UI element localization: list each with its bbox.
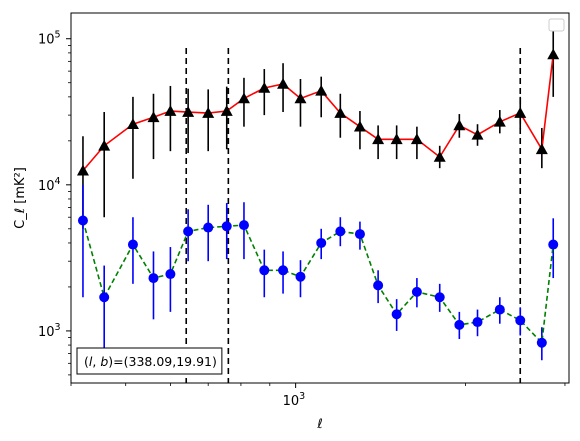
series-0 xyxy=(76,29,560,229)
data-point-circle-20 xyxy=(472,317,483,328)
data-point-circle-6 xyxy=(203,222,214,233)
data-point-triangle-17 xyxy=(410,133,423,145)
annotation-box xyxy=(76,347,223,375)
data-point-circle-4 xyxy=(165,269,176,280)
data-point-circle-24 xyxy=(548,239,559,250)
data-point-triangle-0 xyxy=(76,164,89,176)
series-layer xyxy=(76,29,560,364)
data-point-triangle-13 xyxy=(334,107,347,118)
data-point-circle-21 xyxy=(494,304,505,315)
data-point-circle-7 xyxy=(221,221,232,232)
annotation-text: (l, b)=(338.09,19.91) xyxy=(84,354,217,369)
data-point-triangle-6 xyxy=(202,107,215,118)
data-point-triangle-18 xyxy=(433,151,446,162)
data-point-triangle-15 xyxy=(372,133,385,145)
y-tick-label-2: 105 xyxy=(38,30,61,48)
data-point-circle-5 xyxy=(183,226,194,237)
data-point-circle-0 xyxy=(77,215,88,226)
data-point-triangle-4 xyxy=(164,105,177,116)
data-point-circle-9 xyxy=(259,265,270,276)
y-tick-label-0: 103 xyxy=(38,322,61,340)
data-point-circle-10 xyxy=(278,265,289,276)
data-point-circle-15 xyxy=(373,280,384,291)
data-point-circle-16 xyxy=(391,309,402,320)
data-point-triangle-20 xyxy=(471,128,484,140)
data-point-circle-22 xyxy=(515,315,526,326)
data-point-circle-3 xyxy=(148,273,159,284)
x-axis-label: ℓ xyxy=(316,417,322,432)
data-point-circle-13 xyxy=(335,226,346,237)
data-point-circle-12 xyxy=(316,237,327,248)
data-point-triangle-8 xyxy=(237,92,250,104)
x-tick-label-0: 103 xyxy=(283,391,306,409)
data-point-triangle-7 xyxy=(220,105,233,116)
data-point-circle-11 xyxy=(295,271,306,282)
data-point-triangle-11 xyxy=(294,92,307,104)
data-point-circle-2 xyxy=(127,239,138,250)
vline-layer xyxy=(185,48,522,383)
data-point-triangle-21 xyxy=(493,115,506,127)
data-point-circle-19 xyxy=(454,319,465,330)
data-point-circle-23 xyxy=(536,337,547,348)
data-point-triangle-9 xyxy=(258,81,271,93)
data-point-triangle-2 xyxy=(126,118,139,129)
data-point-triangle-16 xyxy=(390,133,403,145)
data-point-circle-1 xyxy=(99,292,110,303)
data-point-triangle-23 xyxy=(535,143,548,155)
series-1 xyxy=(77,184,559,364)
data-point-triangle-5 xyxy=(182,106,195,117)
plot-frame xyxy=(70,12,570,384)
data-point-triangle-3 xyxy=(147,111,160,123)
data-point-triangle-12 xyxy=(315,84,328,96)
y-tick-label-1: 104 xyxy=(38,176,61,194)
data-point-circle-18 xyxy=(434,292,445,303)
data-point-circle-8 xyxy=(238,220,249,231)
y-axis-label: C_ℓ [mK²] xyxy=(13,167,28,229)
data-point-triangle-24 xyxy=(547,48,560,60)
data-point-triangle-19 xyxy=(453,119,466,131)
coordinate-annotation: (l, b)=(338.09,19.91) xyxy=(76,347,223,375)
data-point-triangle-1 xyxy=(98,139,111,151)
data-point-triangle-14 xyxy=(353,120,366,132)
data-point-triangle-10 xyxy=(277,77,290,89)
data-point-circle-17 xyxy=(411,286,422,297)
data-point-triangle-22 xyxy=(514,107,527,118)
legend-box xyxy=(548,18,565,32)
data-point-circle-14 xyxy=(354,229,365,240)
